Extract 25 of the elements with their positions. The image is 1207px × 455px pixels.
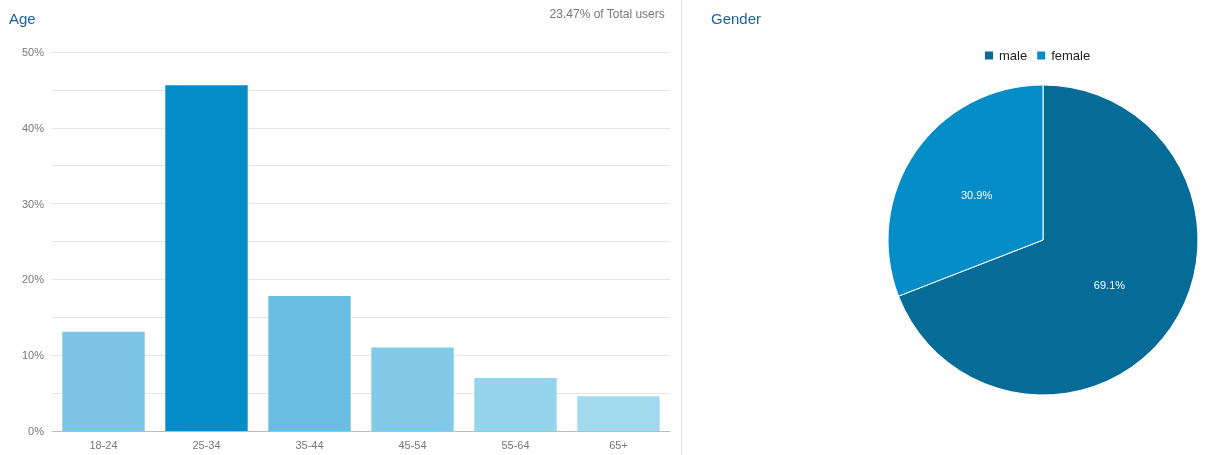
x-tick-label: 18-24 [89, 438, 118, 451]
legend-label: female [1051, 48, 1091, 63]
chart-title: Age [9, 10, 36, 27]
bar [268, 296, 351, 431]
x-tick-label: 35-44 [295, 438, 324, 451]
legend-label: male [999, 48, 1028, 63]
text: 23.47% of Total users [549, 7, 665, 21]
text: Gender [711, 10, 762, 27]
bar [371, 347, 454, 431]
y-tick-label: 50% [21, 46, 45, 58]
data-label: 30.9% [960, 188, 993, 201]
x-tick-label: 45-54 [398, 438, 427, 451]
bar [165, 85, 248, 431]
x-tick-label: 25-34 [192, 438, 221, 451]
data-label: 69.1% [1093, 279, 1126, 292]
y-tick-label: 0% [28, 425, 45, 437]
y-tick-label: 30% [21, 197, 45, 210]
y-tick-label: 20% [21, 273, 45, 286]
x-tick-label: 55-64 [501, 438, 530, 451]
bar [62, 331, 145, 431]
y-tick-label: 40% [21, 121, 45, 134]
y-tick-label: 10% [21, 349, 45, 362]
bar [577, 396, 660, 431]
x-tick-label: 65+ [609, 438, 628, 451]
bar [474, 377, 557, 431]
